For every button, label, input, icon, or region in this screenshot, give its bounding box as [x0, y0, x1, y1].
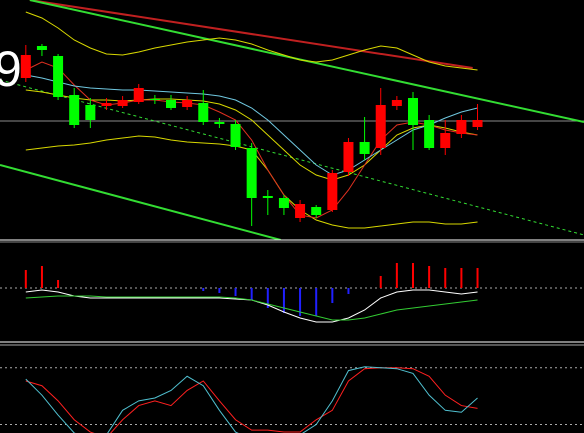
stochastic-panel	[0, 366, 584, 433]
indicator-line	[25, 61, 478, 219]
price-panel	[0, 0, 584, 240]
candle-body	[327, 173, 338, 210]
price-label: 9	[0, 41, 22, 97]
candle-body	[230, 124, 241, 147]
candle-body	[246, 148, 257, 198]
indicator-line	[25, 89, 478, 181]
candle-body	[101, 103, 112, 106]
candle-body	[166, 100, 177, 108]
candle-body	[407, 98, 418, 125]
candle-body	[295, 204, 306, 218]
histogram-bar	[282, 288, 285, 313]
histogram-bar	[460, 268, 463, 288]
candle-body	[391, 100, 402, 106]
histogram-bar	[476, 268, 479, 288]
histogram-bar	[234, 288, 237, 296]
candle-body	[20, 55, 31, 78]
histogram-bar	[428, 266, 431, 288]
histogram-bar	[347, 288, 350, 294]
candle-body	[117, 100, 128, 106]
histogram-bar	[315, 288, 318, 316]
indicator-line	[25, 295, 478, 321]
candle-body	[424, 120, 435, 148]
histogram-bar	[266, 288, 269, 308]
histogram-bar	[379, 276, 382, 288]
histogram-bar	[202, 288, 205, 291]
histogram-bar	[57, 280, 60, 288]
histogram-bar	[40, 266, 43, 288]
candle-body	[133, 88, 144, 102]
candle-body	[278, 198, 289, 208]
candle-body	[36, 46, 47, 50]
indicator-line	[25, 74, 478, 176]
candle-body	[311, 207, 322, 215]
candle-body	[359, 142, 370, 154]
indicator-line	[25, 367, 478, 433]
candle-body	[456, 120, 467, 134]
candle-body	[69, 95, 80, 125]
histogram-bar	[411, 263, 414, 288]
candle-body	[343, 142, 354, 172]
candle-body	[262, 196, 273, 198]
candle-body	[53, 56, 64, 97]
candle-body	[214, 122, 225, 124]
macd-panel	[0, 263, 584, 323]
indicator-line	[25, 11, 478, 71]
histogram-bar	[444, 268, 447, 288]
histogram-bar	[218, 288, 221, 293]
trend-line	[0, 164, 281, 240]
candle-body	[472, 120, 483, 127]
candle-body	[375, 105, 386, 148]
indicator-line	[25, 366, 478, 433]
histogram-bar	[250, 288, 253, 300]
trend-line	[29, 0, 473, 69]
histogram-bar	[331, 288, 334, 303]
histogram-bar	[24, 270, 27, 288]
histogram-bar	[395, 263, 398, 288]
candle-body	[149, 99, 160, 100]
candle-body	[85, 105, 96, 120]
candle-body	[198, 103, 209, 122]
histogram-bar	[299, 288, 302, 316]
candle-body	[440, 133, 451, 148]
candle-body	[182, 100, 193, 107]
